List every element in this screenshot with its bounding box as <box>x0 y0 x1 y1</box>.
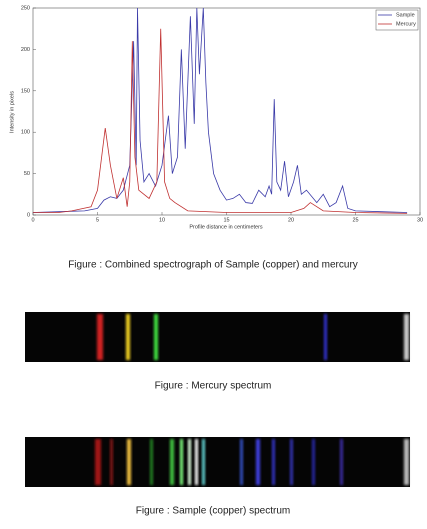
y-tick-label: 250 <box>21 5 30 11</box>
x-tick-label: 30 <box>417 217 423 223</box>
y-tick-label: 200 <box>21 47 30 53</box>
x-tick-label: 15 <box>223 217 229 223</box>
x-tick-label: 10 <box>159 217 165 223</box>
x-tick-label: 20 <box>288 217 294 223</box>
y-tick-label: 50 <box>24 171 30 177</box>
plot-frame <box>32 7 421 216</box>
series-line <box>33 28 408 214</box>
x-tick-label: 0 <box>31 217 34 223</box>
legend-label: Mercury <box>396 21 416 27</box>
caption: Figure : Combined spectrograph of Sample… <box>68 260 358 271</box>
caption: Figure : Mercury spectrum <box>155 381 272 392</box>
caption: Figure : Sample (copper) spectrum <box>136 506 291 517</box>
y-tick-label: 150 <box>21 88 30 94</box>
y-tick-label: 100 <box>21 130 30 136</box>
x-tick-label: 5 <box>96 217 99 223</box>
y-tick-label: 0 <box>27 212 30 218</box>
x-axis-label: Profile distance in centimeters <box>189 224 263 230</box>
legend: Sample Mercury <box>375 9 419 31</box>
legend-label: Sample <box>396 12 415 18</box>
mercury-spectrum <box>25 312 410 362</box>
series-line <box>32 7 408 213</box>
x-tick-label: 25 <box>352 217 358 223</box>
y-axis-label: Intensity in pixels <box>9 91 15 133</box>
sample-spectrum <box>25 437 410 487</box>
